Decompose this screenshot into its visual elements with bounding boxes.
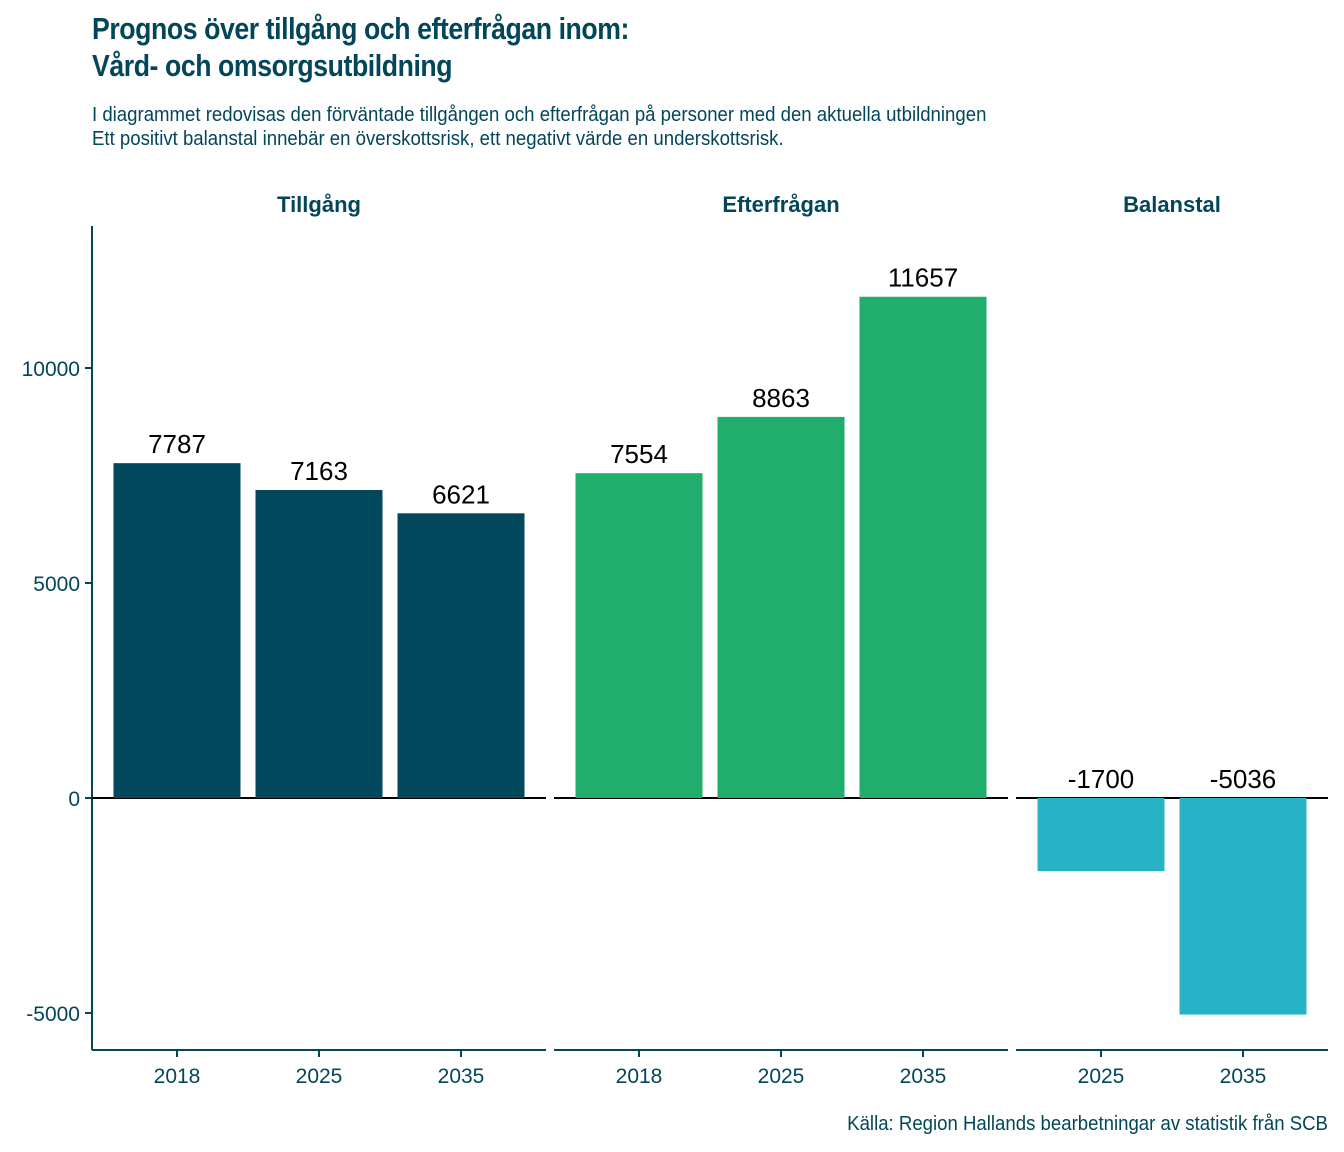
- x-tick-label: 2025: [758, 1065, 805, 1088]
- x-tick-label: 2025: [1078, 1065, 1125, 1088]
- bar: [1037, 798, 1165, 872]
- bar: [1179, 798, 1307, 1015]
- subtitle-line-2: Ett positivt balanstal innebär en översk…: [92, 128, 784, 150]
- y-tick-label: 5000: [33, 573, 80, 596]
- bar: [859, 296, 987, 798]
- title-line-2: Vård- och omsorgsutbildning: [92, 48, 453, 83]
- data-label: -5036: [1210, 764, 1277, 794]
- y-tick-label: -5000: [26, 1003, 80, 1026]
- y-tick-label: 0: [68, 788, 80, 811]
- data-label: 7554: [610, 439, 668, 469]
- x-tick-label: 2025: [296, 1065, 343, 1088]
- x-tick-label: 2035: [1220, 1065, 1267, 1088]
- chart-title: Prognos över tillgång och efterfrågan in…: [92, 10, 629, 84]
- y-tick-label: 10000: [22, 358, 80, 381]
- facet-title-balanstal: Balanstal: [1123, 192, 1221, 217]
- data-label: 8863: [752, 383, 810, 413]
- facet-title-efterfrågan: Efterfrågan: [722, 192, 839, 217]
- bar: [397, 513, 525, 798]
- x-tick-label: 2035: [438, 1065, 485, 1088]
- subtitle-line-1: I diagrammet redovisas den förväntade ti…: [92, 104, 987, 126]
- data-label: -1700: [1068, 764, 1135, 794]
- title-line-1: Prognos över tillgång och efterfrågan in…: [92, 11, 629, 46]
- x-tick-label: 2018: [154, 1065, 201, 1088]
- data-label: 7163: [290, 456, 348, 486]
- data-label: 6621: [432, 479, 490, 509]
- chart-subtitle: I diagrammet redovisas den förväntade ti…: [92, 103, 986, 151]
- bar: [113, 463, 241, 798]
- data-label: 7787: [148, 429, 206, 459]
- source-caption: Källa: Region Hallands bearbetningar av …: [847, 1113, 1328, 1135]
- x-tick-label: 2018: [616, 1065, 663, 1088]
- x-tick-label: 2035: [900, 1065, 947, 1088]
- bar: [575, 473, 703, 798]
- data-label: 11657: [888, 263, 958, 293]
- facet-title-tillgång: Tillgång: [277, 192, 361, 217]
- bar: [717, 416, 845, 798]
- bar: [255, 489, 383, 798]
